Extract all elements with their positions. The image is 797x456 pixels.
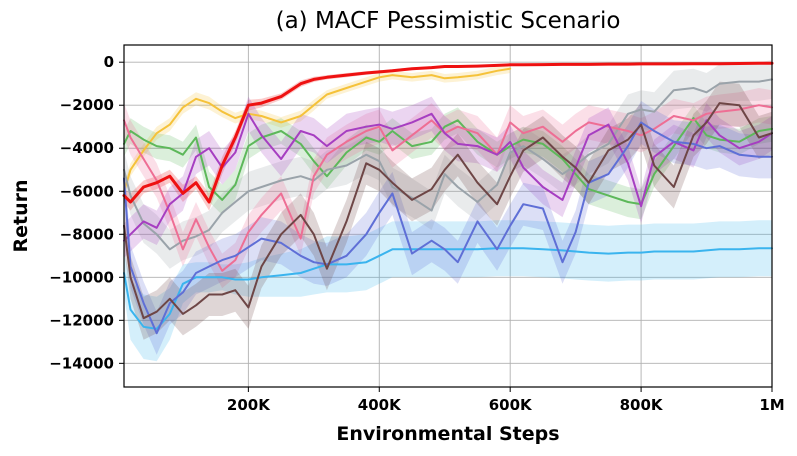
- band-yellow: [124, 64, 511, 198]
- y-tick-label: −12000: [49, 311, 114, 329]
- y-tick-label: 0: [104, 53, 114, 71]
- series-line-yellow: [123, 67, 512, 193]
- band-sky: [124, 220, 772, 362]
- x-tick-label: 800K: [620, 396, 664, 414]
- ticks: 200K 400K 600K 800K 1M 0 −2000 −4000 −6000 −8000 −…: [49, 53, 784, 414]
- band-red: [124, 62, 772, 211]
- x-tick-label: 600K: [489, 396, 533, 414]
- series-line-red: [122, 61, 774, 204]
- band-purple: [124, 96, 772, 258]
- band-pink: [124, 88, 772, 289]
- y-tick-label: −14000: [49, 354, 114, 372]
- series-lines: [122, 61, 774, 335]
- series-line-pink: [123, 104, 773, 272]
- y-axis-title: Return: [10, 179, 32, 252]
- series-line-sky: [123, 247, 773, 330]
- band-blue: [124, 100, 772, 355]
- x-tick-label: 200K: [227, 396, 271, 414]
- band-brown: [124, 81, 772, 340]
- y-tick-label: −10000: [49, 268, 114, 286]
- band-gray: [124, 60, 772, 269]
- y-tick-label: −8000: [60, 225, 114, 243]
- x-tick-label: 1M: [759, 396, 784, 414]
- y-tick-label: −4000: [60, 139, 114, 157]
- series-line-green: [123, 117, 773, 206]
- series-line-blue: [123, 121, 773, 335]
- y-tick-label: −2000: [60, 96, 114, 114]
- x-axis-title: Environmental Steps: [336, 423, 559, 445]
- y-tick-label: −6000: [60, 182, 114, 200]
- x-tick-label: 400K: [358, 396, 402, 414]
- series-line-purple: [123, 112, 773, 242]
- chart-title: (a) MACF Pessimistic Scenario: [276, 8, 621, 34]
- plot-frame: [123, 44, 773, 388]
- series-line-brown: [123, 102, 773, 320]
- series-line-gray: [123, 78, 773, 251]
